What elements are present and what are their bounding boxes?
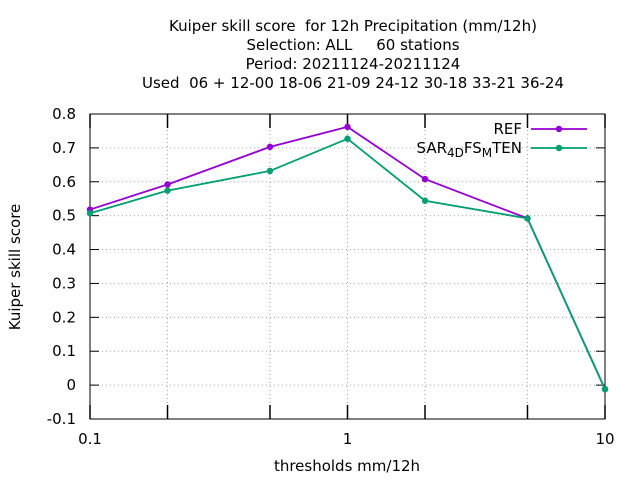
legend-marker-sar <box>555 144 563 152</box>
chart-title-line-3: Period: 20211124-20211124 <box>245 55 461 73</box>
x-tick-label: 1 <box>343 430 353 448</box>
axes: -0.1 0 0.1 0.2 0.3 0.4 0.5 0.6 0.7 0.8 0.1 1 10 <box>47 105 615 448</box>
legend-sar-sub-1: 4D <box>447 146 464 160</box>
y-tick-label: 0.6 <box>52 173 76 191</box>
data-point <box>164 181 171 188</box>
grid <box>90 114 605 419</box>
data-point <box>344 123 351 131</box>
plot-frame <box>89 113 606 420</box>
data-point <box>86 210 94 217</box>
data-point <box>164 187 171 194</box>
legend-sar-part-1: SAR <box>417 139 447 157</box>
x-axis-label: thresholds mm/12h <box>274 457 420 475</box>
y-axis-label: Kuiper skill score <box>6 204 24 331</box>
x-tick-label: 10 <box>595 430 614 448</box>
legend-label-ref: REF <box>493 120 522 138</box>
y-tick-label: 0 <box>66 376 76 394</box>
data-point <box>524 215 531 222</box>
chart-title-line-4: Used 06 + 12-00 18-06 21-09 24-12 30-18 … <box>142 74 564 92</box>
legend-sar-sub-2: M <box>482 146 492 160</box>
y-tick-label: 0.7 <box>52 139 76 157</box>
series-layer <box>86 123 609 393</box>
y-tick-label: 0.1 <box>52 342 76 360</box>
data-point <box>421 197 429 204</box>
legend-label-sar: SAR4DFSMTEN <box>417 139 522 160</box>
data-point <box>601 385 609 393</box>
series-sar <box>86 135 609 393</box>
legend-sar-part-2: FS <box>464 139 482 157</box>
chart-title-line-1: Kuiper skill score for 12h Precipitation… <box>169 17 537 35</box>
data-point <box>266 167 274 175</box>
y-tick-label: 0.2 <box>52 308 76 326</box>
y-tick-label: 0.5 <box>52 207 76 225</box>
data-point <box>266 143 274 151</box>
legend-marker-ref <box>555 125 563 133</box>
legend-sar-part-3: TEN <box>491 139 522 157</box>
legend: REF SAR4DFSMTEN <box>417 120 587 160</box>
data-point <box>344 135 351 142</box>
data-point <box>421 175 429 183</box>
y-tick-label: 0.4 <box>52 241 76 259</box>
y-tick-label: -0.1 <box>47 410 76 428</box>
chart-title-line-2: Selection: ALL 60 stations <box>246 36 460 54</box>
y-tick-label: 0.3 <box>52 274 76 292</box>
series-line <box>89 137 606 390</box>
x-tick-label: 0.1 <box>78 430 102 448</box>
y-tick-label: 0.8 <box>52 105 76 123</box>
